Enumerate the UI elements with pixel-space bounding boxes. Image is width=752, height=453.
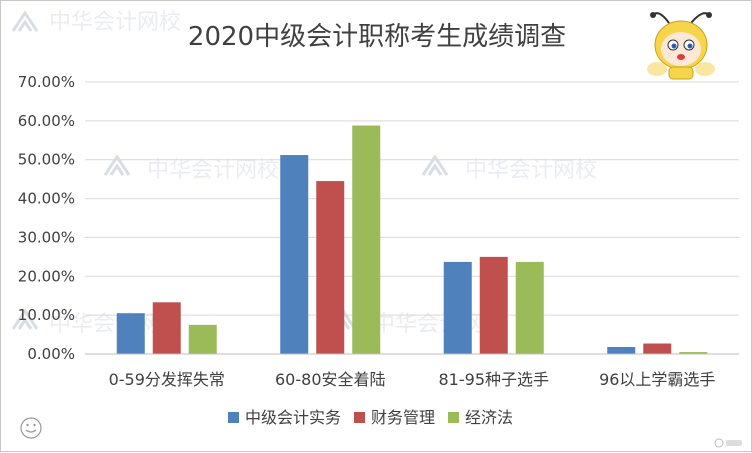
watermark-text-2: 中华会计网校 [147, 158, 279, 183]
corner-mark-icon [714, 438, 742, 448]
watermark-logo-4 [11, 308, 39, 330]
bar [280, 155, 309, 354]
y-tick-label: 0.00% [27, 345, 75, 363]
bars [116, 125, 708, 355]
face-emoji-icon [20, 417, 42, 439]
x-category-label: 81-95种子选手 [439, 370, 550, 389]
x-category-label: 0-59分发挥失常 [109, 370, 225, 389]
bar [316, 181, 345, 354]
y-tick-label: 10.00% [18, 306, 75, 324]
y-axis-ticks: 0.00% 10.00% 20.00% 30.00% 40.00% 50.00% 60.00… [18, 73, 75, 363]
legend-label: 中级会计实务 [245, 408, 341, 427]
legend-swatch [448, 412, 459, 423]
bar [188, 324, 217, 354]
bar [152, 302, 181, 354]
bar [607, 347, 636, 354]
chart-title: 2020中级会计职称考生成绩调查 [188, 22, 566, 52]
bar [352, 125, 381, 355]
legend-label: 经济法 [465, 408, 513, 427]
legend-swatch [228, 412, 239, 423]
y-tick-label: 70.00% [18, 73, 75, 91]
bar [643, 343, 672, 354]
y-tick-label: 60.00% [18, 112, 75, 130]
y-tick-label: 20.00% [18, 267, 75, 285]
bar [443, 261, 472, 354]
bar [116, 313, 145, 354]
x-category-label: 96以上学霸选手 [599, 370, 715, 389]
watermark-text-1: 中华会计网校 [49, 10, 181, 35]
y-tick-label: 40.00% [18, 190, 75, 208]
legend-label: 财务管理 [371, 408, 435, 427]
legend: 中级会计实务 财务管理 经济法 [228, 408, 513, 427]
bar [515, 261, 544, 354]
y-tick-label: 50.00% [18, 151, 75, 169]
watermark-logo-2 [103, 154, 131, 176]
bee-mascot-icon [647, 12, 715, 80]
watermark-logo-3 [421, 154, 449, 176]
bar [479, 256, 508, 354]
legend-swatch [354, 412, 365, 423]
bar [679, 352, 708, 354]
y-tick-label: 30.00% [18, 228, 75, 246]
watermark-text-3: 中华会计网校 [465, 158, 597, 183]
x-category-label: 60-80安全着陆 [275, 370, 386, 389]
watermark-logo-1 [11, 10, 39, 32]
x-axis-categories: 0-59分发挥失常 60-80安全着陆 81-95种子选手 96以上学霸选手 [109, 370, 716, 389]
